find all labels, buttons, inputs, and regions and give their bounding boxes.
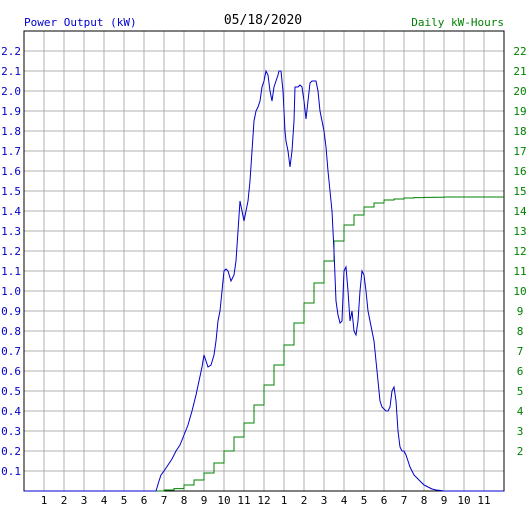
left-tick-label: 1.6 [1,165,21,178]
right-tick-label: 21 [513,65,526,78]
right-tick-label: 8 [517,325,524,338]
left-tick-label: 0.5 [1,385,21,398]
x-tick-label: 5 [361,494,368,507]
series-line-power-output [24,69,504,492]
x-tick-label: 4 [101,494,108,507]
chart-title: 05/18/2020 [224,13,302,28]
x-tick-label: 2 [301,494,308,507]
x-tick-label: 1 [41,494,48,507]
right-tick-label: 7 [517,345,524,358]
right-tick-label: 14 [513,205,527,218]
right-tick-label: 22 [513,45,526,58]
right-tick-label: 5 [517,385,524,398]
x-tick-label: 1 [281,494,288,507]
left-axis-ticks: 0.1 0.2 0.3 0.4 0.5 0.6 0.7 0.8 0.9 1.0 1.1 1.2 1.3 1… [1,45,21,478]
left-tick-label: 0.2 [1,445,21,458]
right-axis-ticks: 2 3 4 5 6 7 8 9 10 11 12 13 14 15 16 17 18 19 20 21 22 [513,45,527,458]
x-tick-label: 5 [121,494,128,507]
left-tick-label: 1.8 [1,125,21,138]
x-tick-label: 11 [477,494,490,507]
left-tick-label: 2.1 [1,65,21,78]
right-tick-label: 2 [517,445,524,458]
right-tick-label: 11 [513,265,526,278]
x-tick-label: 8 [181,494,188,507]
left-tick-label: 1.1 [1,265,21,278]
right-tick-label: 16 [513,165,526,178]
right-tick-label: 6 [517,365,524,378]
left-tick-label: 1.2 [1,245,21,258]
x-tick-label: 9 [441,494,448,507]
right-tick-label: 13 [513,225,526,238]
right-tick-label: 19 [513,105,526,118]
right-tick-label: 9 [517,305,524,318]
x-tick-label: 2 [61,494,68,507]
x-tick-label: 4 [341,494,348,507]
left-tick-label: 0.8 [1,325,21,338]
left-tick-label: 0.6 [1,365,21,378]
plot-frame [23,30,505,492]
left-tick-label: 2.0 [1,85,21,98]
right-tick-label: 17 [513,145,526,158]
right-tick-label: 10 [513,285,526,298]
x-tick-label: 6 [141,494,148,507]
x-tick-label: 10 [457,494,470,507]
grid-lines [24,31,504,491]
left-tick-label: 0.1 [1,465,21,478]
left-tick-label: 1.3 [1,225,21,238]
right-tick-label: 20 [513,85,526,98]
right-tick-label: 3 [517,425,524,438]
left-tick-label: 1.5 [1,185,21,198]
left-axis-label: Power Output (kW) [24,16,137,29]
right-axis-label: Daily kW-Hours [411,16,504,29]
x-tick-label: 7 [161,494,168,507]
x-tick-label: 3 [81,494,88,507]
left-tick-label: 0.4 [1,405,21,418]
series-line-daily-kwh [24,196,504,492]
right-tick-label: 12 [513,245,526,258]
left-tick-label: 0.9 [1,305,21,318]
left-tick-label: 1.9 [1,105,21,118]
left-tick-label: 1.7 [1,145,21,158]
x-tick-label: 9 [201,494,208,507]
x-tick-label: 8 [421,494,428,507]
x-tick-label: 10 [217,494,230,507]
x-tick-label: 11 [237,494,250,507]
right-tick-label: 18 [513,125,526,138]
left-tick-label: 2.2 [1,45,21,58]
right-tick-label: 4 [517,405,524,418]
x-tick-label: 7 [401,494,408,507]
x-tick-label: 6 [381,494,388,507]
x-axis-ticks: 1 2 3 4 5 6 7 8 9 10 11 12 1 2 3 4 5 6 7 8 9 10 11 [41,494,491,507]
x-tick-label: 3 [321,494,328,507]
left-tick-label: 0.7 [1,345,21,358]
right-tick-label: 15 [513,185,526,198]
left-tick-label: 1.0 [1,285,21,298]
left-tick-label: 1.4 [1,205,21,218]
x-tick-label: 12 [257,494,270,507]
left-tick-label: 0.3 [1,425,21,438]
